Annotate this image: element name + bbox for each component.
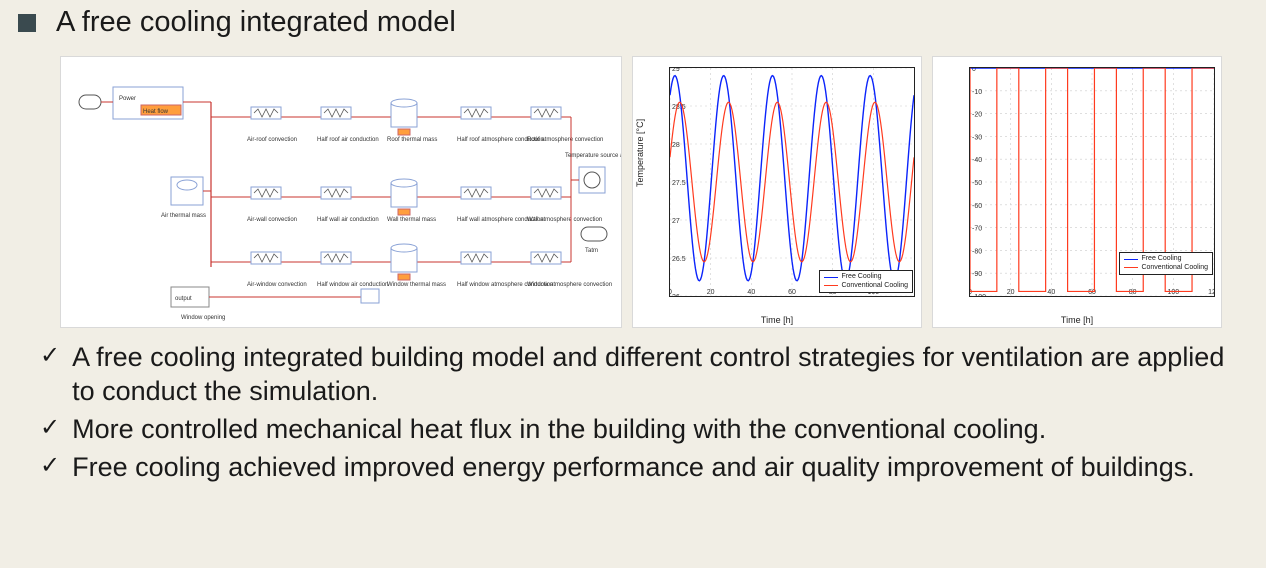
chart2-xlabel: Time [h] [1061,315,1093,325]
check-icon: ✓ [40,340,60,372]
bullet-item: ✓ Free cooling achieved improved energy … [40,450,1246,484]
svg-text:-80: -80 [972,248,982,255]
legend-label: Conventional Cooling [841,282,908,290]
slide-title: A free cooling integrated model [56,6,456,39]
svg-text:Air-window convection: Air-window convection [247,282,307,288]
svg-text:Heat flow: Heat flow [143,109,169,115]
svg-text:Temperature source atmosphere: Temperature source atmosphere [565,153,621,159]
legend-label: Free Cooling [1141,255,1181,263]
svg-text:Air thermal mass: Air thermal mass [161,213,206,219]
chart1-legend: Free Cooling Conventional Cooling [819,270,913,293]
svg-text:27: 27 [672,218,680,225]
chart1-ylabel: Temperature [°C] [635,119,645,187]
svg-text:120: 120 [1208,289,1214,296]
svg-text:-40: -40 [972,157,982,164]
check-icon: ✓ [40,450,60,482]
slide: A free cooling integrated model Power Hea… [0,0,1266,568]
svg-text:26: 26 [672,294,680,296]
svg-text:-10: -10 [972,89,982,96]
bullet-text: A free cooling integrated building model… [72,340,1246,408]
bullet-list: ✓ A free cooling integrated building mod… [40,340,1246,488]
svg-text:Window thermal mass: Window thermal mass [387,282,446,288]
svg-text:Roof atmosphere convection: Roof atmosphere convection [527,137,603,143]
svg-text:output: output [175,296,192,302]
svg-text:Power: Power [119,96,136,102]
chart2-legend: Free Cooling Conventional Cooling [1119,252,1213,275]
svg-text:Half window air conduction: Half window air conduction [317,282,388,288]
title-row: A free cooling integrated model [18,6,456,39]
bullet-text: More controlled mechanical heat flux in … [72,412,1046,446]
svg-text:Air-wall convection: Air-wall convection [247,217,297,223]
chart1-svg: 0204060801002626.52727.52828.529 [670,68,914,296]
svg-text:Roof thermal mass: Roof thermal mass [387,137,437,143]
svg-text:-60: -60 [972,203,982,210]
svg-text:20: 20 [707,289,715,296]
svg-text:-30: -30 [972,134,982,141]
bullet-item: ✓ A free cooling integrated building mod… [40,340,1246,408]
legend-label: Conventional Cooling [1141,264,1208,272]
chart1-xlabel: Time [h] [761,315,793,325]
check-icon: ✓ [40,412,60,444]
svg-text:28: 28 [672,142,680,149]
svg-text:-70: -70 [972,226,982,233]
svg-text:80: 80 [1129,289,1137,296]
temperature-chart: Temperature [°C] 0204060801002626.52727.… [632,56,922,328]
svg-text:27.5: 27.5 [672,180,686,187]
svg-text:60: 60 [788,289,796,296]
svg-text:Wall atmosphere convection: Wall atmosphere convection [527,217,602,223]
svg-text:Half wall air conduction: Half wall air conduction [317,217,379,223]
figure-row: Power Heat flow Air thermal mass Air-roof c… [60,56,1222,328]
square-bullet-icon [18,14,36,32]
svg-text:-100: -100 [972,294,986,296]
heatflux-chart: 020406080100120-100-90-80-70-60-50-40-30… [932,56,1222,328]
svg-text:Tatm: Tatm [585,248,598,254]
simulink-diagram: Power Heat flow Air thermal mass Air-roof c… [60,56,622,328]
svg-text:40: 40 [747,289,755,296]
svg-text:20: 20 [1007,289,1015,296]
svg-text:29: 29 [672,68,680,73]
svg-text:26.5: 26.5 [672,256,686,263]
svg-text:Air-roof convection: Air-roof convection [247,137,297,143]
svg-text:Wall thermal mass: Wall thermal mass [387,217,436,223]
bullet-item: ✓ More controlled mechanical heat flux i… [40,412,1246,446]
svg-text:-50: -50 [972,180,982,187]
svg-text:-20: -20 [972,112,982,119]
svg-text:-90: -90 [972,271,982,278]
svg-text:Half roof air conduction: Half roof air conduction [317,137,379,143]
chart1-axes: 0204060801002626.52727.52828.529 [669,67,915,297]
svg-text:Window opening: Window opening [181,315,225,321]
svg-text:100: 100 [1167,289,1179,296]
bullet-text: Free cooling achieved improved energy pe… [72,450,1195,484]
legend-label: Free Cooling [841,273,881,281]
diagram-svg: Power Heat flow Air thermal mass Air-roof c… [61,57,621,327]
svg-text:Window atmosphere convection: Window atmosphere convection [527,282,612,288]
svg-text:40: 40 [1047,289,1055,296]
